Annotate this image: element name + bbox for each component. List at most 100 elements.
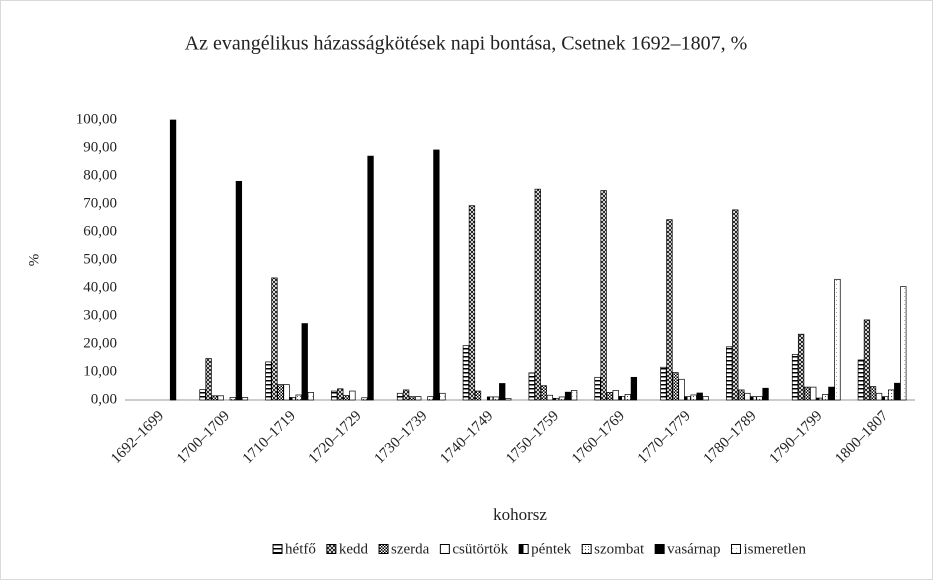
bar [869,386,877,401]
bar [684,396,691,401]
y-tick-label: 10,00 [83,363,117,379]
bar [468,205,476,401]
bar [900,286,907,401]
x-tick-label: 1700–1709 [174,408,233,467]
x-tick-label: 1760–1769 [569,408,628,467]
bar [750,396,757,401]
y-tick-label: 40,00 [83,279,117,295]
bar [612,390,619,401]
bar [396,392,404,401]
x-tick-label: 1730–1739 [371,408,430,467]
bar [564,391,572,401]
bar [361,397,368,401]
bar [307,392,314,401]
bar [499,383,506,401]
bar [797,333,805,401]
bar [666,219,673,401]
legend-label: péntek [531,541,571,557]
legend-label: szerda [391,541,430,557]
legend-label: vasárnap [667,541,720,557]
x-tick-label: 1770–1779 [635,408,694,467]
x-tick-label: 1790–1799 [766,408,825,467]
bar [690,394,697,401]
bar [857,359,865,401]
legend-swatch [439,544,450,554]
legend-label: csütörtök [452,541,508,557]
bar [834,278,841,401]
bar [816,397,823,401]
bar [241,397,249,401]
bar [828,386,835,401]
bar [881,396,889,401]
bar [474,390,482,401]
x-tick-label: 1780–1789 [701,408,760,467]
bar [295,394,302,401]
bar [660,366,667,401]
y-tick-label: 20,00 [83,335,117,351]
bar [606,392,613,401]
bar [726,346,733,401]
bar [367,155,374,401]
bar [349,390,356,401]
x-tick-label: 1740–1749 [437,408,496,467]
legend-swatch [581,544,592,554]
bar [810,386,817,401]
bar [540,385,547,401]
bar [343,395,350,401]
x-tick-label: 1800–1807 [832,408,891,467]
x-axis-title: kohorsz [493,505,547,524]
bar [433,149,440,401]
bar [630,376,638,401]
bar [199,389,206,401]
bar [229,397,236,401]
bar [301,323,308,401]
bar [271,277,278,401]
x-tick-label: 1720–1729 [306,408,365,467]
legend-label: kedd [339,541,369,557]
bar [600,190,607,401]
bar [402,389,410,401]
legend-swatch [654,544,665,554]
legend-swatch [272,544,283,554]
chart-title: Az evangélikus házasságkötések napi bont… [185,33,748,55]
y-tick-label: 0,00 [91,391,117,407]
bar [289,397,296,401]
bar [756,396,763,401]
bar [462,345,470,401]
bar [888,389,895,401]
y-axis-title: % [26,254,42,267]
y-tick-label: 30,00 [83,307,117,323]
bar [505,398,512,401]
bar [337,388,344,401]
y-tick-label: 90,00 [83,139,117,155]
bar [732,209,739,401]
bar [804,386,811,401]
bar [762,387,769,401]
bar [486,396,494,401]
bar [738,389,745,401]
bar [672,372,679,401]
legend-swatch [730,544,741,554]
bar [570,390,578,401]
bar [427,396,434,401]
bar [702,396,709,401]
bar [558,396,566,401]
bar [528,372,535,401]
bar [217,395,224,401]
bar [235,180,243,401]
bar [169,119,177,401]
legend-swatch [326,544,337,554]
bar [409,396,416,401]
bar [546,394,554,401]
bar [863,319,871,401]
bar [439,392,446,401]
legend-label: hétfő [285,541,316,557]
bar [493,396,500,401]
bar [415,396,422,401]
y-tick-label: 60,00 [83,223,117,239]
x-tick-label: 1692–1699 [108,408,167,467]
bar [678,378,685,401]
bar [624,394,631,401]
